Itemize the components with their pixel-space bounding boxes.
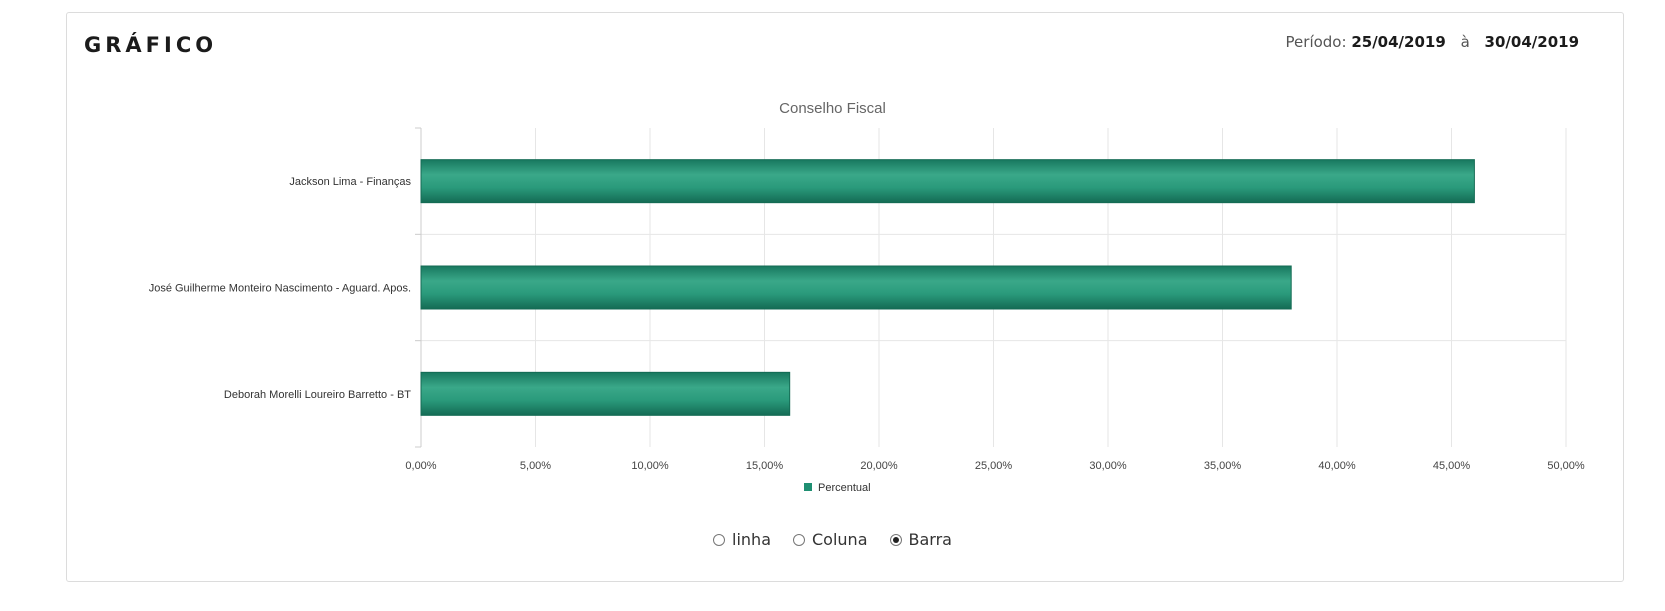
radio-label-coluna: Coluna (812, 530, 868, 549)
x-tick-label: 20,00% (860, 460, 898, 472)
y-category-label: Deborah Morelli Loureiro Barretto - BT (224, 389, 411, 401)
bar (420, 159, 1475, 204)
chart-type-selector: linha Coluna Barra (0, 530, 1665, 549)
bar (420, 371, 791, 416)
x-tick-label: 30,00% (1089, 460, 1127, 472)
radio-linha[interactable]: linha (713, 530, 771, 549)
radio-button-linha[interactable] (713, 533, 726, 546)
radio-button-coluna[interactable] (793, 533, 805, 546)
radio-button-barra[interactable] (889, 533, 902, 546)
period-label: Período: (1285, 33, 1347, 51)
chart-title: Conselho Fiscal (779, 100, 886, 117)
y-category-label: José Guilherme Monteiro Nascimento - Agu… (149, 283, 411, 295)
radio-label-barra: Barra (908, 530, 952, 549)
x-tick-label: 35,00% (1204, 460, 1242, 472)
x-tick-label: 50,00% (1547, 460, 1585, 472)
radio-label-linha: linha (732, 530, 771, 549)
x-tick-label: 5,00% (520, 460, 551, 472)
card-title: GRÁFICO (84, 33, 218, 57)
legend-label: Percentual (818, 482, 871, 494)
radio-barra[interactable]: Barra (889, 530, 952, 549)
x-tick-label: 40,00% (1318, 460, 1356, 472)
period-separator: à (1460, 33, 1470, 51)
radio-coluna[interactable]: Coluna (793, 530, 868, 549)
bar-chart: 0,00% 5,00% 10,00% 15,00% 20,00% 25,00% 30,00%… (149, 127, 1585, 494)
period-end-date: 30/04/2019 (1484, 33, 1579, 51)
period-info: Período: 25/04/2019 à 30/04/2019 (1286, 33, 1579, 51)
y-category-label: Jackson Lima - Finanças (289, 176, 411, 188)
x-tick-label: 0,00% (405, 460, 436, 472)
period-start-date: 25/04/2019 (1351, 33, 1446, 51)
x-tick-label: 15,00% (746, 460, 784, 472)
legend-marker (804, 483, 812, 491)
x-tick-label: 25,00% (975, 460, 1013, 472)
x-tick-label: 45,00% (1433, 460, 1471, 472)
x-tick-label: 10,00% (631, 460, 669, 472)
bar (420, 265, 1292, 310)
